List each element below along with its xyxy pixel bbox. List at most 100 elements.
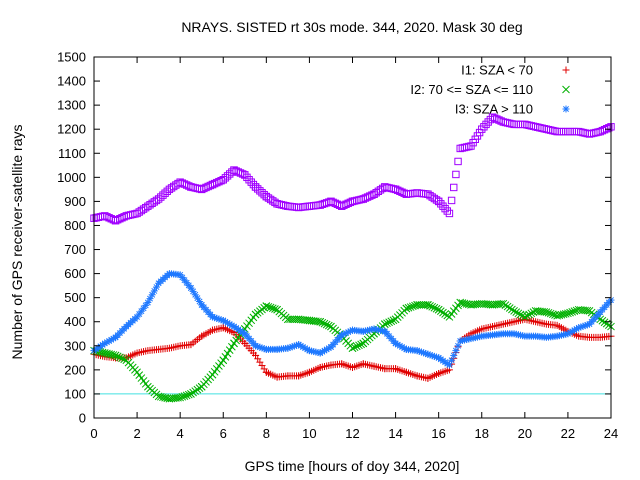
data-point xyxy=(436,307,445,315)
y-tick-label: 200 xyxy=(64,362,86,377)
data-point xyxy=(254,185,262,193)
data-point xyxy=(245,176,253,184)
data-point xyxy=(350,343,359,352)
data-point xyxy=(320,319,329,328)
data-point xyxy=(484,118,492,126)
data-point xyxy=(219,356,228,365)
data-point xyxy=(223,349,232,358)
data-point xyxy=(215,177,223,186)
data-point xyxy=(268,304,277,313)
data-point xyxy=(482,120,490,129)
y-tick-label: 1500 xyxy=(57,50,86,65)
legend-marker xyxy=(562,85,570,94)
data-point xyxy=(503,302,512,311)
data-point xyxy=(432,196,441,204)
data-point xyxy=(404,303,413,312)
data-point xyxy=(434,305,443,314)
data-point xyxy=(424,301,432,309)
data-point xyxy=(514,120,523,129)
data-point xyxy=(598,316,607,325)
data-point xyxy=(437,200,445,208)
data-point xyxy=(568,308,577,316)
data-point xyxy=(450,183,458,192)
data-point xyxy=(443,207,451,215)
data-point xyxy=(583,306,592,315)
y-tick-label: 400 xyxy=(64,314,86,329)
legend-marker xyxy=(562,66,570,74)
data-point xyxy=(426,301,434,310)
data-point xyxy=(266,303,275,312)
x-tick-label: 20 xyxy=(518,426,532,441)
data-point xyxy=(512,308,521,316)
data-point xyxy=(228,342,236,351)
x-tick-label: 16 xyxy=(431,426,445,441)
data-point xyxy=(566,127,574,136)
data-point xyxy=(566,308,574,317)
data-point xyxy=(247,178,255,186)
data-point xyxy=(544,308,553,317)
data-point xyxy=(385,318,393,327)
data-point xyxy=(243,173,251,182)
data-point xyxy=(241,171,249,179)
data-point xyxy=(236,169,245,177)
y-axis-label: Number of GPS receiver-satellite rays xyxy=(9,125,25,360)
data-point xyxy=(562,127,570,136)
data-point xyxy=(480,123,488,131)
data-point xyxy=(314,317,322,326)
legend-marker xyxy=(562,105,570,113)
data-point xyxy=(508,305,516,314)
data-point xyxy=(439,202,447,210)
data-point xyxy=(318,318,327,327)
data-point xyxy=(352,342,361,351)
data-point xyxy=(430,303,439,312)
data-point xyxy=(380,320,389,328)
data-point xyxy=(605,124,613,132)
data-point xyxy=(109,351,118,359)
data-point xyxy=(514,309,523,318)
x-tick-label: 0 xyxy=(90,426,97,441)
y-tick-label: 900 xyxy=(64,194,86,209)
data-point xyxy=(187,390,195,398)
x-tick-label: 8 xyxy=(263,426,270,441)
x-tick-label: 24 xyxy=(604,426,618,441)
data-point xyxy=(191,387,200,395)
data-point xyxy=(355,341,363,350)
data-point xyxy=(251,183,260,191)
data-point xyxy=(439,308,447,317)
data-point xyxy=(271,305,279,313)
data-point xyxy=(221,353,230,361)
series-4 xyxy=(90,113,615,225)
x-tick-label: 4 xyxy=(177,426,184,441)
legend-entry: I3: SZA > 110 xyxy=(455,102,570,117)
data-point xyxy=(546,309,555,318)
data-point xyxy=(525,310,533,319)
data-point xyxy=(600,318,609,327)
data-point xyxy=(324,321,333,330)
data-point xyxy=(548,310,557,319)
data-point xyxy=(196,298,204,306)
data-point xyxy=(402,304,411,313)
data-point xyxy=(115,353,124,362)
y-tick-label: 100 xyxy=(64,386,86,401)
data-point xyxy=(251,183,260,191)
data-point xyxy=(568,127,576,136)
data-point xyxy=(478,125,486,133)
data-point xyxy=(159,191,167,199)
data-point xyxy=(219,176,227,184)
data-point xyxy=(316,317,325,326)
data-point xyxy=(445,209,454,218)
data-point xyxy=(441,204,449,213)
y-tick-label: 800 xyxy=(64,218,86,233)
data-point xyxy=(516,120,525,129)
data-point xyxy=(182,391,191,400)
x-tick-label: 22 xyxy=(561,426,575,441)
data-point xyxy=(441,310,449,318)
data-point xyxy=(434,197,443,206)
legend-entry: I2: 70 <= SZA <= 110 xyxy=(410,82,570,97)
series-2 xyxy=(90,298,615,403)
axes-layer: 0 2 4 6 8 10 12 14 16 18 20 22 240100200300400500600… xyxy=(57,50,618,442)
data-series-layer xyxy=(90,113,615,403)
data-point xyxy=(256,187,264,195)
data-point xyxy=(258,189,266,197)
data-point xyxy=(225,346,234,354)
